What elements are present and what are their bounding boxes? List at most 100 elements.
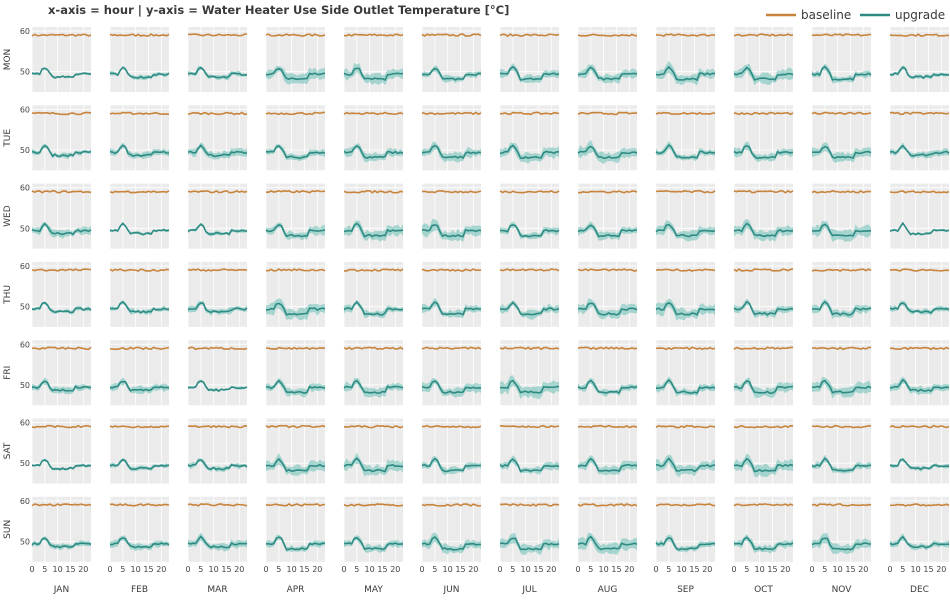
baseline-line: [421, 424, 482, 429]
baseline-line: [266, 189, 326, 194]
baseline-line: [31, 190, 92, 194]
panel-tue-feb: [110, 105, 169, 171]
upgrade-band: [188, 532, 247, 552]
x-tick-label: 5: [666, 565, 671, 574]
upgrade-line: [109, 66, 170, 79]
panel-sat-nov: [812, 418, 871, 484]
x-tick-label: 15: [221, 565, 231, 574]
panel-mon-feb: [110, 27, 169, 92]
baseline-line: [577, 190, 638, 194]
x-tick-label: 15: [65, 565, 75, 574]
baseline-line: [655, 111, 716, 116]
y-tick-label: 60: [20, 419, 30, 428]
upgrade-line: [265, 67, 326, 81]
baseline-line: [655, 346, 716, 351]
panel-fri-apr: [266, 340, 325, 406]
baseline-line: [889, 33, 950, 38]
upgrade-line: [655, 536, 716, 551]
upgrade-band: [110, 66, 169, 81]
upgrade-line: [811, 65, 872, 82]
y-tick-label: 60: [20, 27, 30, 36]
y-tick-label: 50: [20, 68, 30, 77]
y-tick-label: 60: [20, 184, 30, 193]
upgrade-band: [188, 300, 247, 316]
upgrade-line: [265, 536, 326, 551]
upgrade-band: [344, 143, 403, 163]
x-tick-label: 15: [299, 565, 309, 574]
upgrade-line: [421, 301, 482, 316]
baseline-line: [577, 111, 638, 116]
upgrade-line: [31, 67, 92, 79]
x-tick-label: 20: [312, 565, 322, 574]
baseline-line: [499, 33, 560, 38]
upgrade-line: [733, 300, 794, 316]
upgrade-line: [187, 144, 248, 158]
baseline-line: [31, 111, 92, 116]
baseline-line: [31, 346, 92, 351]
upgrade-line: [733, 66, 794, 81]
baseline-line: [109, 190, 170, 194]
column-label-jan: JAN: [53, 585, 69, 595]
baseline-line: [343, 268, 404, 272]
column-label-dec: DEC: [910, 585, 929, 595]
panel-wed-feb: [110, 183, 169, 249]
baseline-line: [811, 189, 872, 194]
y-tick-label: 50: [20, 459, 30, 468]
upgrade-line: [109, 458, 170, 471]
baseline-line: [811, 424, 872, 429]
upgrade-line: [499, 301, 560, 316]
legend-baseline-label: baseline: [801, 8, 851, 22]
upgrade-line: [187, 223, 248, 236]
baseline-line: [187, 503, 248, 507]
panel-sun-may: [344, 496, 403, 562]
upgrade-line: [265, 224, 326, 238]
x-tick-label: 5: [42, 565, 47, 574]
x-tick-label: 10: [755, 565, 765, 574]
baseline-line: [31, 268, 92, 272]
baseline-line: [655, 33, 716, 37]
baseline-line: [421, 33, 482, 37]
upgrade-line: [889, 144, 950, 157]
panel-thu-nov: [812, 261, 871, 327]
upgrade-line: [187, 66, 248, 79]
x-tick-label: 0: [575, 565, 580, 574]
upgrade-band: [266, 66, 325, 85]
row-label-tue: TUE: [3, 129, 13, 148]
column-label-sep: SEP: [677, 585, 694, 595]
upgrade-line: [109, 300, 170, 314]
y-tick-label: 50: [20, 224, 30, 233]
upgrade-line: [811, 300, 872, 316]
row-label-mon: MON: [3, 49, 13, 71]
baseline-line: [187, 425, 248, 429]
x-tick-label: 5: [120, 565, 125, 574]
x-tick-label: 5: [276, 565, 281, 574]
upgrade-line: [187, 459, 248, 471]
legend-upgrade-label: upgrade: [895, 8, 945, 22]
panel-tue-jan: [32, 105, 91, 171]
upgrade-line: [31, 222, 92, 236]
panel-tue-dec: [890, 105, 949, 171]
chart-title: x-axis = hour | y-axis = Water Heater Us…: [48, 3, 509, 17]
x-tick-label: 0: [263, 565, 268, 574]
x-tick-label: 20: [234, 565, 244, 574]
column-label-nov: NOV: [832, 585, 853, 595]
column-label-oct: OCT: [754, 585, 773, 595]
panel-thu-feb: [110, 261, 169, 327]
upgrade-line: [31, 380, 92, 392]
upgrade-line: [109, 222, 170, 236]
baseline-line: [499, 424, 560, 429]
baseline-line: [109, 111, 170, 116]
panel-sat-dec: [890, 418, 949, 484]
baseline-line: [499, 268, 560, 272]
panel-thu-mar: [188, 261, 247, 327]
upgrade-line: [811, 145, 872, 159]
x-tick-label: 15: [377, 565, 387, 574]
baseline-line: [343, 503, 404, 507]
panel-mon-jun: [422, 27, 481, 92]
upgrade-line: [499, 144, 560, 160]
baseline-line: [109, 425, 170, 429]
row-label-thu: THU: [3, 285, 13, 305]
x-tick-label: 10: [287, 565, 297, 574]
panel-mon-nov: [812, 27, 871, 92]
